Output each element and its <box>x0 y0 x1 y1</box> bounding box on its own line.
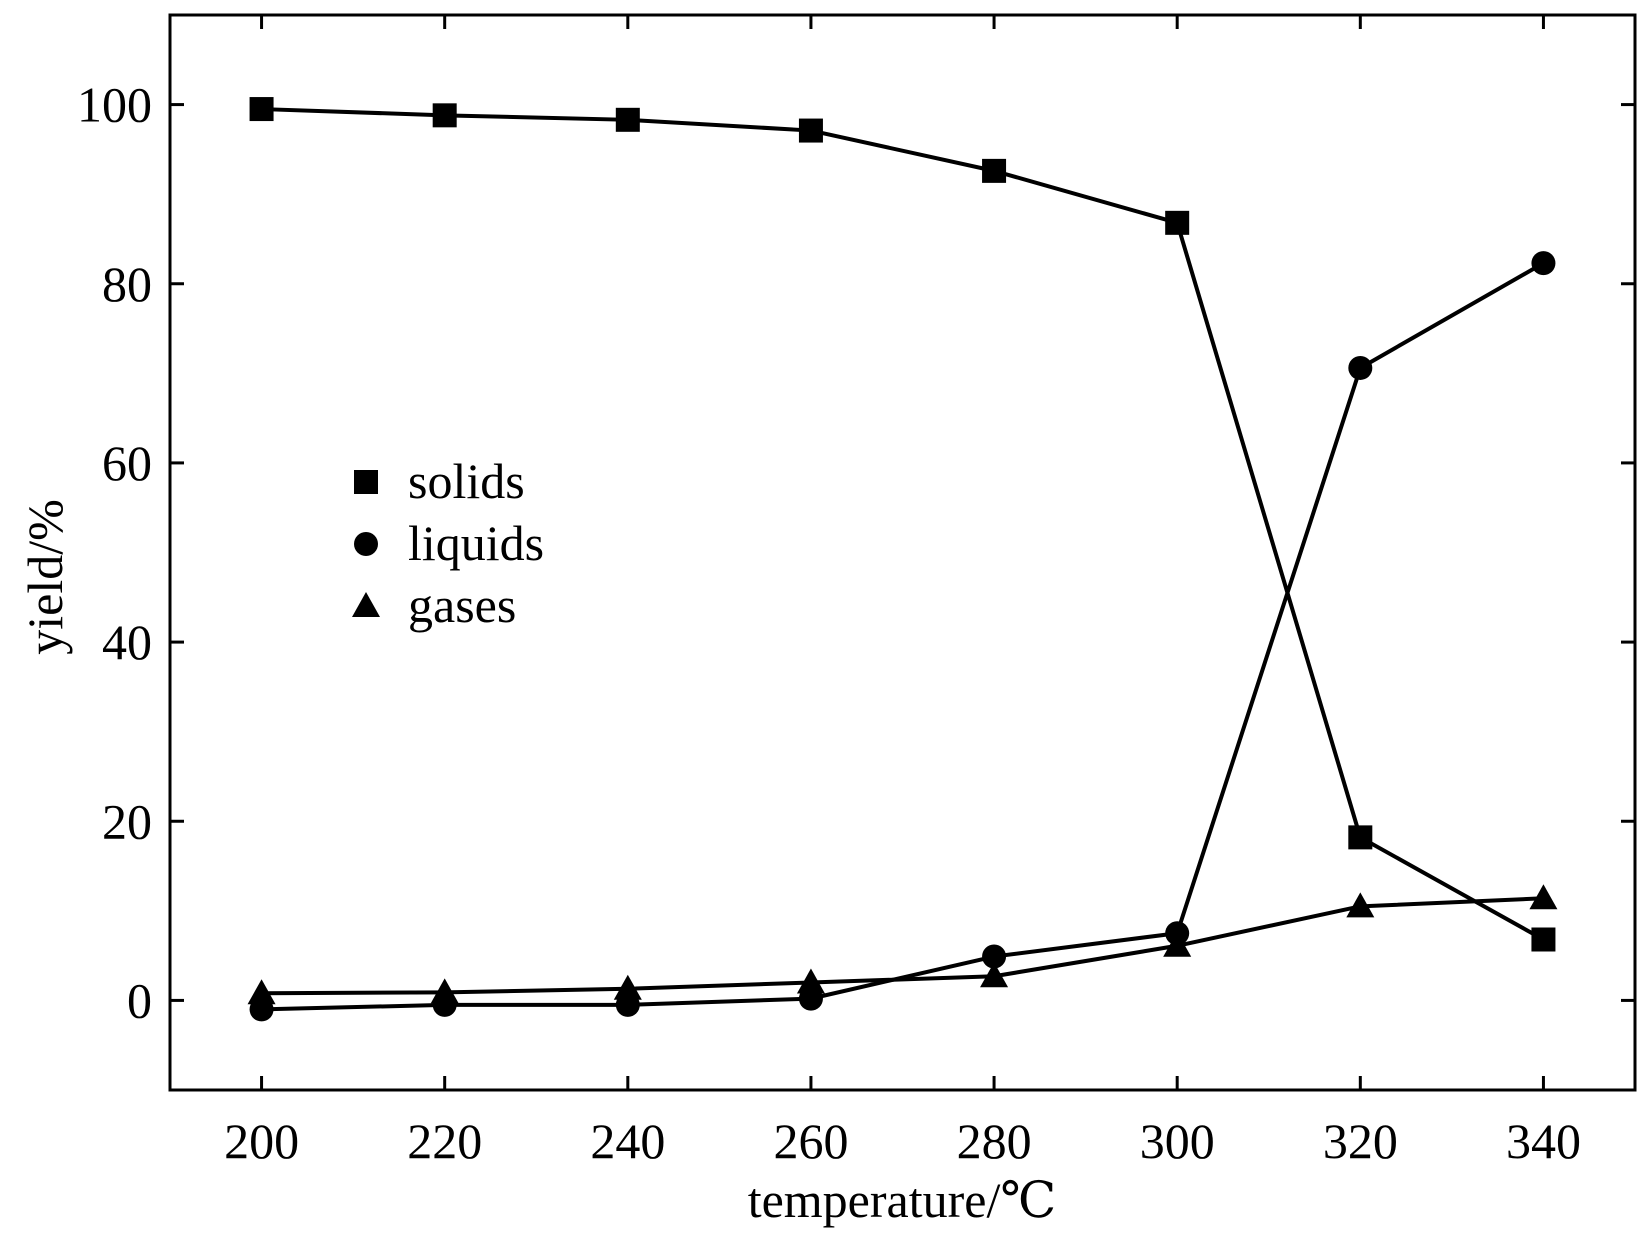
solids-point <box>1348 825 1373 850</box>
gases-point <box>247 979 276 1005</box>
legend-marker-liquids <box>354 532 378 556</box>
x-tick-label: 260 <box>773 1113 848 1169</box>
x-tick-label: 320 <box>1323 1113 1398 1169</box>
gases-point <box>980 962 1009 988</box>
gases-point <box>430 978 459 1004</box>
x-tick-label: 280 <box>957 1113 1032 1169</box>
solids-point <box>615 107 640 132</box>
solids-point <box>249 97 274 122</box>
solids-point <box>1165 210 1190 235</box>
x-axis-title: temperature/℃ <box>748 1172 1057 1228</box>
series-line-gases <box>261 896 1544 996</box>
liquids-point <box>1348 355 1373 380</box>
series-line-solids <box>261 107 1545 942</box>
series-layer <box>247 97 1558 1022</box>
series-gases <box>247 884 1558 1005</box>
legend-marker-gases <box>352 592 380 617</box>
solids-point <box>432 103 457 128</box>
gases-point <box>613 974 642 1000</box>
gases-point <box>1163 931 1192 957</box>
gases-point <box>796 968 825 994</box>
solids-point <box>1531 927 1556 952</box>
y-tick-label: 100 <box>77 77 152 133</box>
x-tick-label: 200 <box>224 1113 299 1169</box>
y-tick-label: 0 <box>127 972 152 1028</box>
y-axis-title: yield/% <box>17 499 73 655</box>
liquids-point <box>1531 251 1556 276</box>
series-solids <box>249 97 1556 952</box>
axis-tick-labels: 200 220 240 260 280 300 320 340 0 20 40 60 80 100 <box>77 77 1581 1169</box>
gases-point <box>1529 884 1558 910</box>
gases-point <box>1346 892 1375 918</box>
y-tick-label: 60 <box>102 435 152 491</box>
y-tick-label: 40 <box>102 614 152 670</box>
x-tick-label: 340 <box>1506 1113 1581 1169</box>
legend-marker-solids <box>354 470 378 494</box>
legend-label-liquids: liquids <box>408 515 544 571</box>
solids-point <box>798 118 823 143</box>
legend-label-solids: solids <box>408 453 525 509</box>
axis-ticks <box>170 15 1635 1090</box>
x-tick-label: 300 <box>1140 1113 1215 1169</box>
legend-label-gases: gases <box>408 577 516 633</box>
solids-point <box>982 158 1007 183</box>
x-tick-label: 220 <box>407 1113 482 1169</box>
x-tick-label: 240 <box>590 1113 665 1169</box>
liquids-point <box>982 944 1007 969</box>
y-tick-label: 20 <box>102 793 152 849</box>
y-tick-label: 80 <box>102 256 152 312</box>
plot-frame <box>168 13 1637 1092</box>
legend: solids liquids gases <box>352 453 544 633</box>
